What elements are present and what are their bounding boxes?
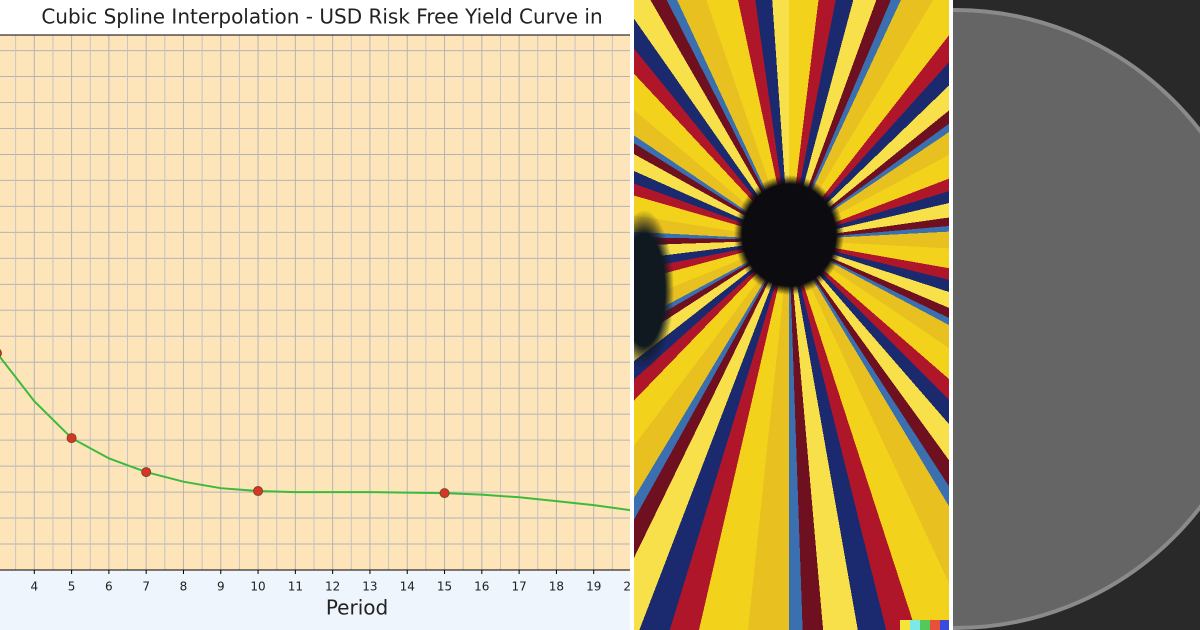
x-tick-label: 13: [362, 580, 377, 594]
side-panel: [953, 0, 1200, 630]
x-tick-label: 14: [400, 580, 415, 594]
grid: [0, 35, 630, 571]
knot-point: [141, 467, 152, 478]
x-tick-label: 7: [142, 580, 150, 594]
spline-curve: [0, 355, 630, 512]
knot-point: [66, 433, 77, 444]
knot-point: [439, 488, 450, 499]
knot-point: [0, 349, 2, 358]
knot-point: [253, 486, 264, 497]
x-tick-label: 15: [437, 580, 452, 594]
x-tick-label: 20: [623, 580, 630, 594]
swatch: [930, 620, 940, 630]
chart: Cubic Spline Interpolation - USD Risk Fr…: [0, 0, 630, 630]
x-tick-label: 18: [549, 580, 564, 594]
swatch: [910, 620, 920, 630]
x-tick-label: 12: [325, 580, 340, 594]
circle: [953, 8, 1200, 630]
x-tick-label: 4: [30, 580, 38, 594]
marks: [0, 349, 630, 512]
x-tick-label: 5: [68, 580, 76, 594]
x-tick-label: 8: [180, 580, 188, 594]
chart-title: Cubic Spline Interpolation - USD Risk Fr…: [41, 5, 602, 29]
x-tick-label: 10: [250, 580, 265, 594]
x-tick-label: 6: [105, 580, 113, 594]
x-tick-label: 11: [288, 580, 303, 594]
title-area: [0, 0, 630, 35]
x-tick-label: 9: [217, 580, 225, 594]
x-tick-label: 17: [511, 580, 526, 594]
swatch: [900, 620, 910, 630]
x-tick-label: 3: [0, 580, 1, 594]
swatch: [920, 620, 930, 630]
x-tick-label: 16: [474, 580, 489, 594]
axis-area: [0, 570, 630, 630]
swatch: [940, 620, 949, 630]
x-tick-label: 19: [586, 580, 601, 594]
painting: [634, 0, 949, 630]
x-axis-label: Period: [326, 596, 388, 620]
plot-area: [0, 35, 630, 570]
